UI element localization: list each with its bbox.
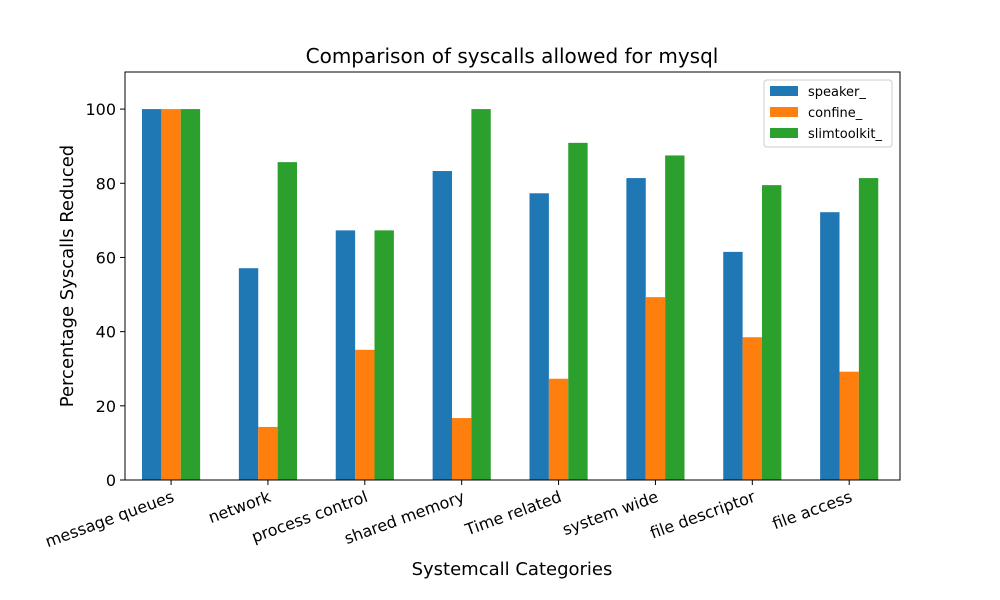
bars-layer [142,109,879,481]
bar-confine-0 [161,109,181,480]
y-tick-label-1: 20 [96,397,116,416]
bar-slimtoolkit-0 [180,109,201,480]
bar-confine-6 [742,337,763,480]
bar-speaker-1 [238,268,259,480]
y-tick-label-4: 80 [96,174,116,193]
bar-slimtoolkit-1 [277,162,298,480]
legend-swatch-speaker [770,86,798,96]
bar-confine-7 [839,371,859,480]
bar-confine-4 [548,378,569,480]
bar-confine-5 [645,297,666,480]
bar-confine-1 [258,426,278,480]
bar-slimtoolkit-5 [665,155,685,480]
legend-label-confine: confine_ [808,106,863,121]
bar-speaker-4 [529,193,549,481]
legend-swatch-confine [770,107,798,117]
plot-frame [124,71,901,481]
bar-slimtoolkit-7 [858,178,879,480]
bar-speaker-2 [335,230,356,480]
y-tick-label-0: 0 [106,471,116,490]
bar-slimtoolkit-4 [568,142,588,480]
chart-title: Comparison of syscalls allowed for mysql [306,44,719,68]
legend-label-speaker: speaker_ [808,85,866,100]
y-axis-label: Percentage Syscalls Reduced [57,145,78,407]
bar-slimtoolkit-3 [471,109,491,480]
x-tick-label-5: system wide [560,487,661,539]
bar-speaker-7 [820,212,840,480]
bar-speaker-5 [626,178,646,480]
legend: speaker_ confine_ slimtoolkit_ [763,79,893,148]
bar-speaker-0 [142,109,162,480]
bar-slimtoolkit-6 [762,185,782,480]
bar-confine-3 [452,418,472,480]
y-axis: 0 20 40 60 80 100 [85,100,125,490]
legend-swatch-slimtoolkit [770,128,798,138]
bar-speaker-6 [723,251,743,480]
legend-label-slimtoolkit: slimtoolkit_ [808,127,883,142]
x-tick-label-6: file descriptor [647,487,758,543]
x-tick-label-7: file access [770,487,855,533]
x-tick-label-4: Time related [462,487,564,540]
y-tick-label-3: 60 [96,248,116,267]
x-tick-label-0: message queues [43,487,177,551]
y-tick-label-5: 100 [85,100,116,119]
y-tick-label-2: 40 [96,323,116,342]
x-axis-label: Systemcall Categories [412,559,613,580]
x-tick-label-1: network [206,487,274,527]
bar-speaker-3 [432,171,453,480]
bar-confine-2 [355,349,375,480]
bar-slimtoolkit-2 [374,230,394,480]
